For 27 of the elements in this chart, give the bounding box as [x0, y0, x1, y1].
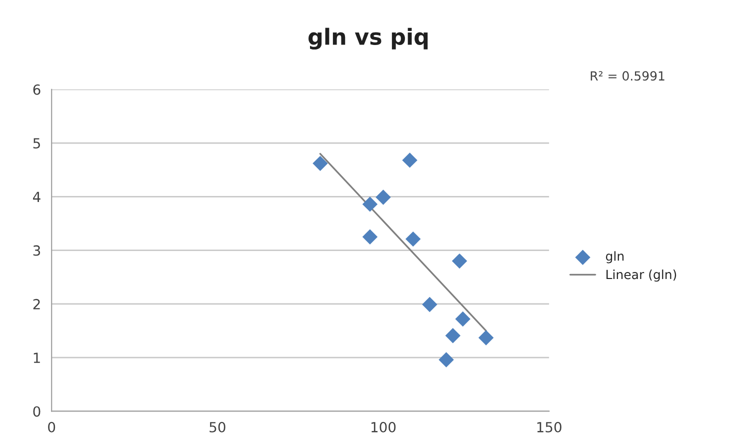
- chart-title: gln vs piq: [308, 28, 428, 50]
- point: [405, 231, 421, 247]
- y-tick-label: 1: [34, 352, 40, 363]
- point: [438, 352, 454, 368]
- point: [445, 328, 460, 344]
- point: [362, 229, 378, 245]
- point: [422, 296, 438, 312]
- y-tick-label: 3: [33, 245, 40, 256]
- y-tick-label: 6: [33, 84, 40, 95]
- point: [455, 311, 470, 327]
- legend-label: gln: [606, 251, 624, 264]
- point: [362, 196, 378, 212]
- text: R² = 0.5991: [590, 71, 664, 81]
- point: [312, 156, 328, 172]
- x-tick-label: 50: [210, 422, 226, 432]
- x-tick-label: 150: [537, 422, 562, 432]
- x-tick-label: 0: [48, 422, 56, 432]
- y-tick-label: 0: [33, 406, 40, 417]
- point: [478, 330, 494, 346]
- y-tick-label: 5: [33, 138, 40, 149]
- point: [452, 253, 468, 269]
- legend-label: Linear (gln): [606, 270, 676, 282]
- y-tick-label: 4: [33, 192, 40, 202]
- x-tick-label: 100: [372, 422, 396, 432]
- y-tick-label: 2: [33, 298, 40, 310]
- point: [376, 190, 391, 205]
- point: [402, 152, 418, 168]
